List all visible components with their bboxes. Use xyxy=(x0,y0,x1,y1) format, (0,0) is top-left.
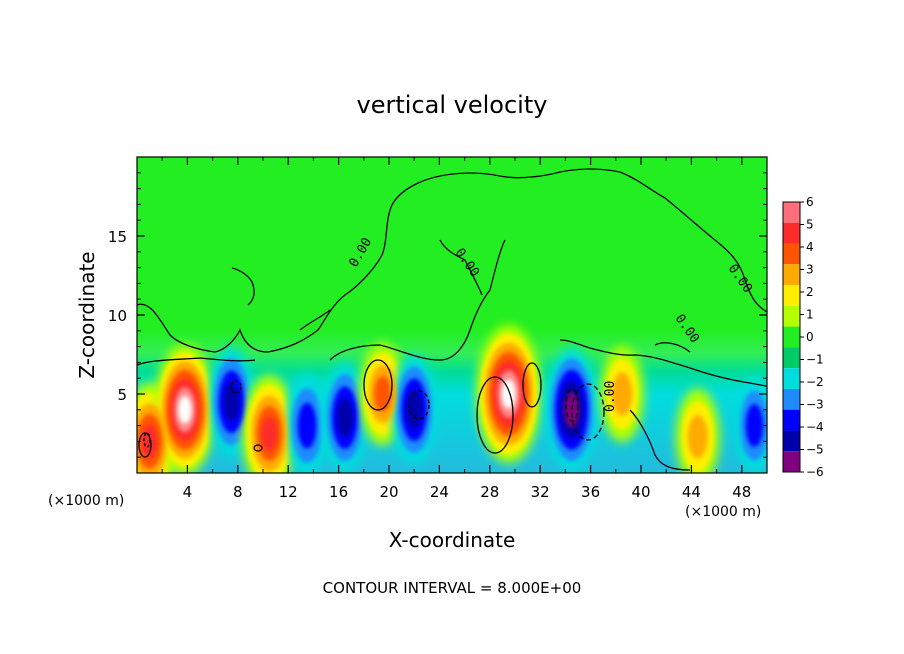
zero-contour-lines xyxy=(137,168,767,471)
field-feature-updraft xyxy=(612,372,632,416)
contour-interval-note: CONTOUR INTERVAL = 8.000E+00 xyxy=(323,579,582,597)
colorbar-swatch xyxy=(783,285,800,306)
y-tick-label: 5 xyxy=(117,386,127,404)
colorbar-label: −4 xyxy=(806,420,824,434)
field-feature-downdraft xyxy=(406,390,423,430)
x-axis: 4 8 12 16 20 24 28 32 36 40 44 48 xyxy=(161,157,751,501)
x-unit-right: (×1000 m) xyxy=(685,504,761,520)
plot-area: 0.00 0.00 0.00 0.00 0.00 xyxy=(137,157,767,473)
field-cores xyxy=(137,342,764,473)
x-tick-label: 12 xyxy=(279,483,298,501)
field-feature-updraft xyxy=(501,379,516,409)
colorbar-swatch xyxy=(783,409,800,431)
colorbar-swatch xyxy=(783,368,800,389)
colorbar-swatch xyxy=(783,222,800,244)
colorbar-swatch xyxy=(783,305,800,327)
contour-label: 0.00 xyxy=(603,381,618,412)
colorbar-label: 6 xyxy=(806,195,814,209)
x-tick-label: 20 xyxy=(379,483,398,501)
x-axis-label: X-coordinate xyxy=(389,528,516,552)
y-tick-label: 10 xyxy=(108,307,127,325)
y-tick-label: 15 xyxy=(108,228,127,246)
x-tick-label: 4 xyxy=(183,483,193,501)
colorbar-swatch xyxy=(783,388,800,410)
x-tick-label: 36 xyxy=(581,483,600,501)
colorbar-swatch xyxy=(783,326,800,348)
colorbar-label: 2 xyxy=(806,285,814,299)
x-tick-label: 40 xyxy=(631,483,650,501)
colorbar-swatch xyxy=(783,347,800,369)
colorbar: 6 5 4 3 2 1 0 −1 −2 −3 −4 −5 −6 xyxy=(782,195,824,479)
y-axis: 5 10 15 xyxy=(108,172,767,458)
field-feature-updraft xyxy=(374,375,392,413)
colorbar-label: −3 xyxy=(806,398,824,412)
field-feature-downdraft xyxy=(223,382,240,422)
field-feature-updraft xyxy=(261,416,278,451)
field-feature-downdraft xyxy=(745,404,764,448)
colorbar-label: −2 xyxy=(806,375,824,389)
colorbar-swatch xyxy=(783,264,800,286)
colorbar-label: −6 xyxy=(806,465,824,479)
colorbar-label: −1 xyxy=(806,353,824,367)
x-tick-label: 32 xyxy=(531,483,550,501)
colorbar-label: 0 xyxy=(806,330,814,344)
x-tick-label: 16 xyxy=(329,483,348,501)
colorbar-label: 5 xyxy=(806,218,814,232)
x-tick-label: 44 xyxy=(682,483,701,501)
field-feature-downdraft xyxy=(337,398,353,437)
x-tick-label: 48 xyxy=(732,483,751,501)
field-feature-downdraft xyxy=(297,402,317,449)
y-axis-label: Z-coordinate xyxy=(75,251,99,378)
colorbar-label: −5 xyxy=(806,443,824,457)
colorbar-label: 1 xyxy=(806,308,814,322)
colorbar-label: 3 xyxy=(806,263,814,277)
x-unit-left: (×1000 m) xyxy=(48,493,124,509)
colorbar-label: 4 xyxy=(806,240,814,254)
colorbar-swatch xyxy=(783,202,800,223)
x-tick-label: 8 xyxy=(233,483,243,501)
field-feature-updraft xyxy=(687,415,708,459)
field-feature-updraft xyxy=(178,395,192,424)
colorbar-swatch xyxy=(783,243,800,265)
x-tick-label: 28 xyxy=(480,483,499,501)
x-tick-label: 24 xyxy=(430,483,449,501)
chart-title: vertical velocity xyxy=(357,91,548,119)
colorbar-swatch xyxy=(783,430,800,452)
colorbar-swatch xyxy=(783,451,800,472)
